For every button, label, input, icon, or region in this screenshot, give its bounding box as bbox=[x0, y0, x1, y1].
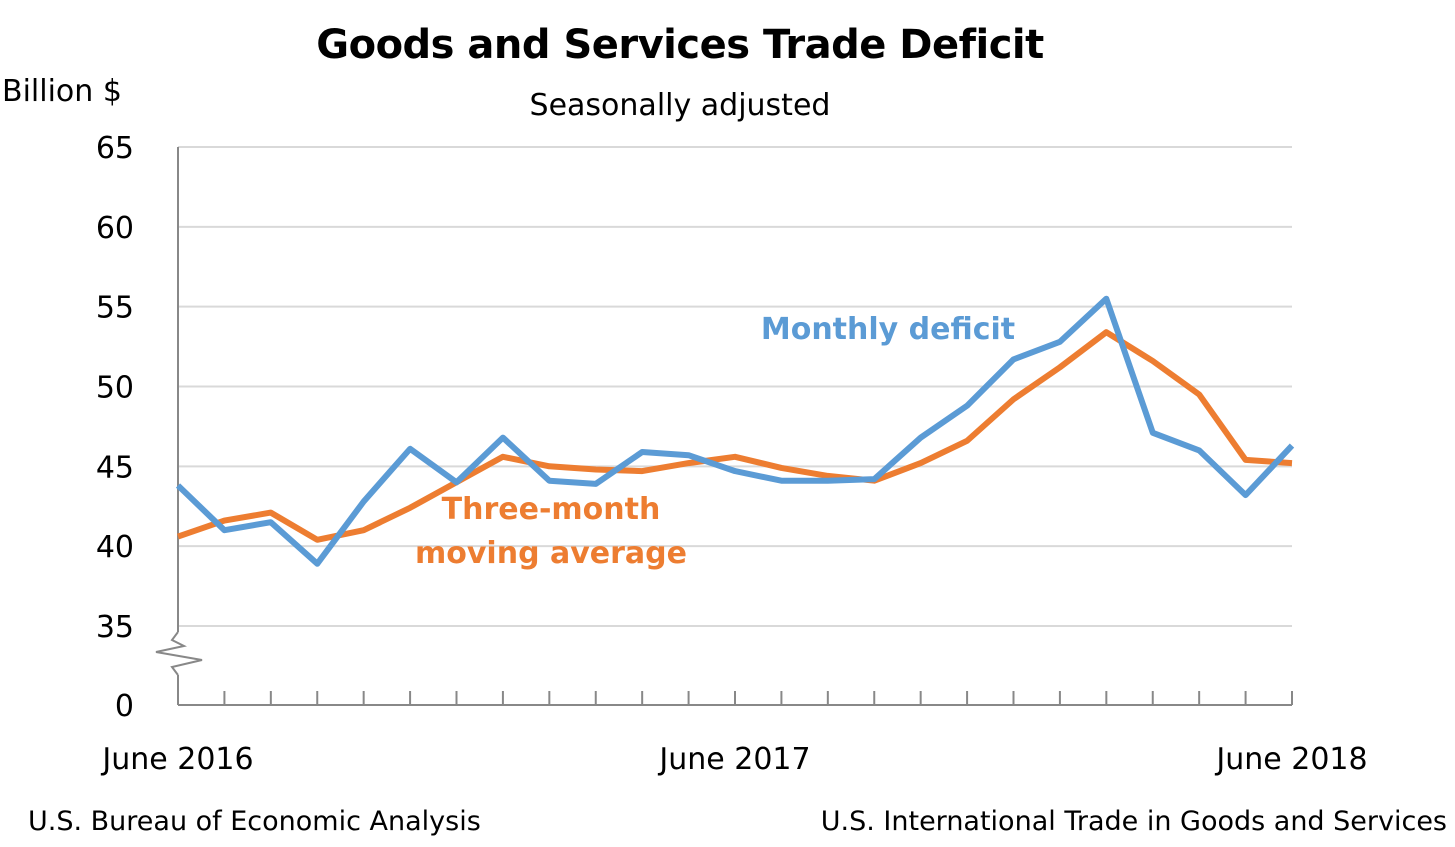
axis-break-marker bbox=[155, 631, 203, 676]
gridlines bbox=[178, 146, 1292, 627]
series-label-average-line1: Three-month bbox=[442, 492, 661, 527]
y-tick-label: 55 bbox=[96, 291, 134, 326]
source-credit: U.S. Bureau of Economic Analysis bbox=[28, 806, 481, 837]
series-label-average-line2: moving average bbox=[415, 536, 687, 571]
series-line-three-month-average bbox=[177, 329, 1293, 543]
y-tick-label: 50 bbox=[96, 371, 134, 406]
series-lines bbox=[175, 295, 1295, 567]
y-tick-label: 60 bbox=[96, 211, 134, 246]
series-label-monthly: Monthly deficit bbox=[761, 312, 1015, 347]
x-tick-labels: June 2016 June 2017 June 2018 bbox=[100, 742, 1367, 777]
y-tick-label: 65 bbox=[96, 131, 134, 166]
y-axis-unit-label: Billion $ bbox=[2, 74, 122, 109]
y-tick-label: 40 bbox=[96, 530, 134, 565]
axes bbox=[155, 147, 1293, 706]
series-line-monthly-deficit bbox=[175, 295, 1295, 567]
y-tick-labels: 0 35 40 45 50 55 60 65 bbox=[96, 131, 134, 724]
series-annotations: Monthly deficit Three-month moving average bbox=[415, 312, 1015, 571]
y-tick-label: 0 bbox=[115, 689, 134, 724]
x-tick-label: June 2016 bbox=[100, 742, 253, 777]
report-name: U.S. International Trade in Goods and Se… bbox=[820, 806, 1447, 837]
y-tick-label: 35 bbox=[96, 610, 134, 645]
x-tick-label: June 2017 bbox=[657, 742, 810, 777]
chart-subtitle: Seasonally adjusted bbox=[529, 88, 831, 123]
chart-title: Goods and Services Trade Deficit bbox=[316, 22, 1044, 68]
y-tick-label: 45 bbox=[96, 450, 134, 485]
x-tick-label: June 2018 bbox=[1214, 742, 1367, 777]
